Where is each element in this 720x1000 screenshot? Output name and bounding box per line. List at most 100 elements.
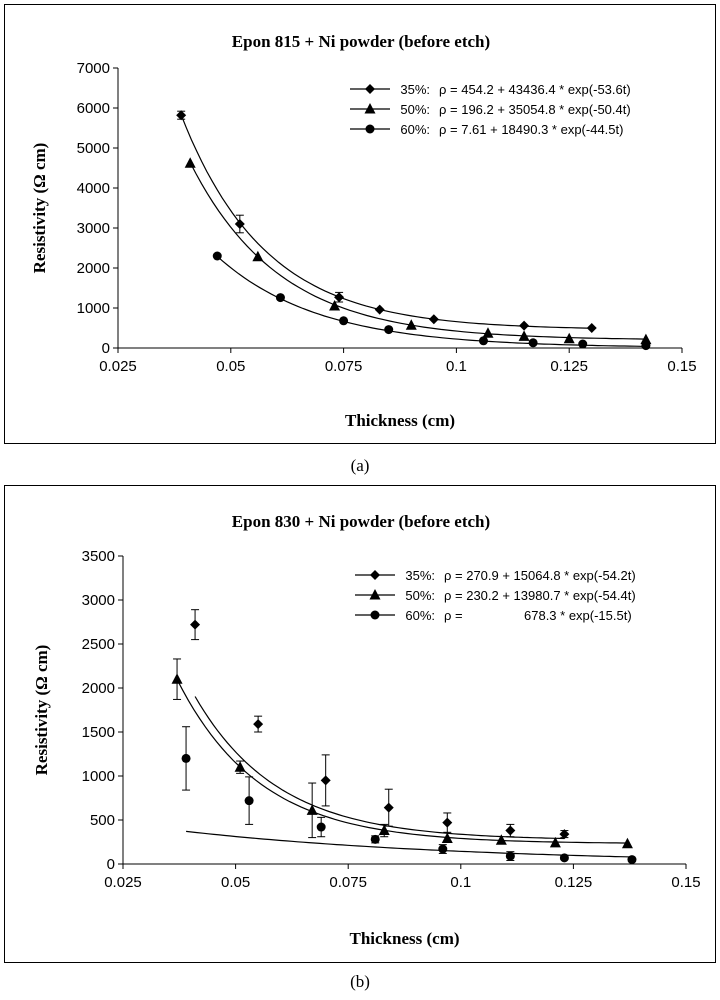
y-tick-label: 4000 (77, 180, 110, 197)
y-tick-label: 1000 (82, 768, 115, 785)
legend-equation: ρ = 678.3 * exp(-15.5t) (444, 608, 632, 623)
y-tick-label: 1000 (77, 300, 110, 317)
legend-equation: ρ = 270.9 + 15064.8 * exp(-54.2t) (444, 568, 636, 583)
x-tick-label: 0.125 (550, 358, 588, 375)
data-point (378, 824, 390, 836)
series-0: 35%: ρ = 270.9 + 15064.8 * exp(-54.2t) (190, 568, 636, 840)
y-tick-label: 2000 (82, 680, 115, 697)
data-point (640, 333, 652, 345)
y-tick-label: 500 (90, 812, 115, 829)
y-tick-label: 3000 (77, 220, 110, 237)
series-1: 50%: ρ = 196.2 + 35054.8 * exp(-50.4t) (184, 102, 652, 345)
legend-equation: ρ = 7.61 + 18490.3 * exp(-44.5t) (439, 122, 623, 137)
data-point (339, 316, 349, 326)
series-2: 60%: ρ = 678.3 * exp(-15.5t) (181, 608, 637, 865)
data-point (370, 834, 380, 844)
y-axis-label: Resistivity (Ω cm) (32, 645, 51, 776)
data-point (441, 832, 453, 843)
data-point (438, 844, 448, 854)
legend-marker (365, 84, 375, 94)
legend-marker (370, 610, 380, 620)
data-point (641, 341, 651, 351)
data-point (518, 330, 530, 341)
y-tick-label: 7000 (77, 60, 110, 77)
x-tick-label: 0.15 (667, 358, 696, 375)
caption-a: (a) (350, 456, 370, 475)
legend-marker (369, 589, 381, 600)
data-point (181, 753, 191, 763)
legend-label: 60%: (405, 608, 435, 623)
legend-marker (370, 570, 380, 580)
x-tick-label: 0.075 (329, 874, 367, 891)
fit-curve (180, 114, 592, 329)
y-tick-label: 2000 (77, 260, 110, 277)
data-point (329, 300, 341, 311)
x-tick-label: 0.025 (99, 358, 137, 375)
data-point (519, 320, 530, 331)
fit-curve (194, 696, 565, 840)
series-1: 50%: ρ = 230.2 + 13980.7 * exp(-54.4t) (171, 588, 636, 849)
y-tick-label: 6000 (77, 100, 110, 117)
y-tick-label: 1500 (82, 724, 115, 741)
data-point (234, 219, 245, 229)
data-point (306, 804, 318, 815)
data-point (621, 837, 633, 849)
y-tick-label: 5000 (77, 140, 110, 157)
y-axis-label: Resistivity (Ω cm) (30, 143, 49, 274)
legend-label: 50%: (405, 588, 435, 603)
series-2: 60%: ρ = 7.61 + 18490.3 * exp(-44.5t) (212, 122, 651, 351)
x-tick-label: 0.125 (555, 874, 593, 891)
legend-equation: ρ = 196.2 + 35054.8 * exp(-50.4t) (439, 102, 631, 117)
data-point (627, 855, 637, 865)
series-0: 35%: ρ = 454.2 + 43436.4 * exp(-53.6t) (176, 82, 631, 333)
y-tick-label: 0 (107, 856, 115, 873)
caption-b: (b) (350, 972, 370, 991)
data-point (505, 851, 515, 861)
data-point (563, 332, 575, 344)
data-point (190, 619, 201, 630)
y-tick-label: 2500 (82, 636, 115, 653)
legend-label: 35%: (405, 568, 435, 583)
y-tick-label: 3500 (82, 548, 115, 565)
legend-marker (364, 103, 376, 114)
y-tick-label: 0 (102, 340, 110, 357)
data-point (505, 825, 516, 836)
x-tick-label: 0.1 (446, 358, 467, 375)
data-point (275, 293, 285, 303)
data-point (495, 834, 507, 845)
data-point (253, 719, 264, 730)
fit-curve (189, 162, 646, 340)
data-point (252, 250, 264, 262)
data-point (586, 323, 597, 333)
y-tick-label: 3000 (82, 592, 115, 609)
data-point (559, 829, 570, 840)
data-point (383, 802, 394, 813)
data-point (405, 319, 417, 330)
legend-label: 35%: (400, 82, 430, 97)
data-point (559, 853, 569, 863)
x-tick-label: 0.025 (104, 874, 142, 891)
x-tick-label: 0.15 (671, 874, 700, 891)
data-point (428, 314, 439, 325)
x-tick-label: 0.1 (450, 874, 471, 891)
legend-label: 60%: (400, 122, 430, 137)
x-tick-label: 0.05 (221, 874, 250, 891)
data-point (374, 304, 385, 315)
data-point (384, 325, 394, 335)
data-point (244, 796, 254, 806)
legend-marker (365, 124, 375, 134)
data-point (528, 338, 538, 348)
data-point (549, 836, 561, 848)
legend-equation: ρ = 230.2 + 13980.7 * exp(-54.4t) (444, 588, 636, 603)
data-point (578, 339, 588, 349)
chart-panel-b: Epon 830 + Ni powder (before etch) Thickn… (4, 485, 716, 963)
data-point (320, 775, 331, 786)
x-axis-label: Thickness (cm) (345, 411, 455, 430)
x-tick-label: 0.05 (216, 358, 245, 375)
data-point (478, 336, 488, 346)
legend-equation: ρ = 454.2 + 43436.4 * exp(-53.6t) (439, 82, 631, 97)
data-point (234, 761, 246, 772)
data-point (176, 110, 187, 121)
data-point (334, 292, 345, 303)
chart-a-svg: Epon 815 + Ni powder (before etch) Thickn… (30, 32, 697, 430)
